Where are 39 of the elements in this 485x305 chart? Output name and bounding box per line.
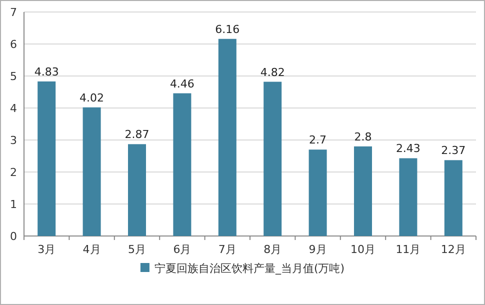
y-tick-label: 4 — [10, 102, 17, 115]
x-tick-label: 11月 — [396, 243, 421, 256]
bar — [128, 144, 146, 236]
y-tick-label: 2 — [10, 166, 17, 179]
data-label: 6.16 — [215, 22, 240, 36]
bar — [218, 38, 236, 236]
data-label: 4.83 — [34, 65, 59, 78]
x-tick-label: 9月 — [308, 243, 327, 256]
y-tick-label: 6 — [10, 38, 17, 51]
x-tick-label: 6月 — [173, 243, 192, 256]
data-label: 2.8 — [354, 130, 372, 144]
data-label: 4.02 — [80, 91, 104, 104]
y-tick-label: 1 — [10, 198, 17, 211]
bar — [444, 160, 462, 236]
y-tick-label: 7 — [10, 6, 17, 19]
y-tick-label: 3 — [10, 134, 17, 147]
bar — [173, 93, 192, 236]
data-label: 4.82 — [260, 66, 285, 79]
bar — [38, 81, 56, 236]
legend-label: 宁夏回族自治区饮料产量_当月值(万吨) — [154, 262, 345, 275]
bar — [354, 146, 372, 236]
x-tick-label: 7月 — [218, 243, 236, 256]
data-label: 2.43 — [396, 142, 420, 156]
x-tick-label: 10月 — [350, 243, 376, 256]
bar — [399, 158, 418, 236]
data-label: 2.87 — [124, 128, 150, 142]
data-label: 4.46 — [170, 77, 194, 90]
x-tick-label: 12月 — [440, 243, 466, 256]
y-tick-label: 0 — [10, 230, 17, 243]
bar — [308, 150, 327, 236]
bar — [264, 82, 282, 236]
y-tick-label: 5 — [10, 70, 17, 83]
data-label: 2.37 — [441, 144, 466, 158]
x-tick-label: 5月 — [128, 243, 146, 256]
x-tick-label: 8月 — [264, 243, 282, 256]
x-tick-label: 4月 — [82, 243, 101, 256]
data-label: 2.7 — [309, 134, 327, 147]
x-tick-label: 3月 — [38, 243, 56, 256]
bar — [82, 107, 101, 236]
